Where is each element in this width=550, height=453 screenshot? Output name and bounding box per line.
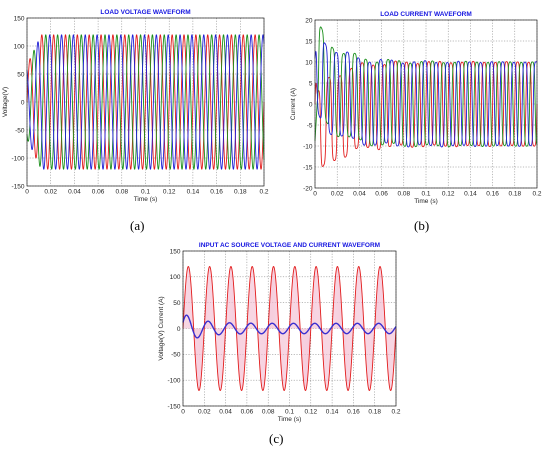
series-line-3 bbox=[314, 42, 538, 148]
series-line-2 bbox=[182, 314, 397, 339]
x-axis-label: Time (s) bbox=[134, 196, 158, 203]
x-tick-label: 0.12 bbox=[442, 191, 455, 198]
chart-load-voltage: 0 0.02 0.04 0.06 0.08 0.1 0.12 0.14 0.16 0.18 0.2 -… bbox=[2, 9, 269, 203]
x-tick-label: 0.1 bbox=[421, 191, 430, 198]
caption-a: (a) bbox=[130, 218, 145, 233]
chart-title: LOAD CURRENT WAVEFORM bbox=[380, 11, 472, 18]
x-tick-label: 0.06 bbox=[92, 189, 105, 196]
y-tick-label: 50 bbox=[17, 71, 25, 78]
x-tick-label: 0.06 bbox=[241, 409, 254, 416]
x-tick-label: 0.16 bbox=[486, 191, 499, 198]
y-axis-label: Voltage(V) bbox=[2, 87, 9, 117]
x-tick-label: 0.02 bbox=[44, 189, 57, 196]
y-tick-label: 0 bbox=[177, 326, 181, 333]
x-tick-label: 0.08 bbox=[115, 189, 128, 196]
chart-title: LOAD VOLTAGE WAVEFORM bbox=[100, 9, 190, 16]
x-tick-label: 0.18 bbox=[234, 189, 247, 196]
x-tick-label: 0.2 bbox=[532, 191, 541, 198]
series-line-2 bbox=[314, 26, 538, 148]
x-tick-label: 0.12 bbox=[304, 409, 317, 416]
panel-b: 0 0.02 0.04 0.06 0.08 0.1 0.12 0.14 0.16 0.18 0.2 -… bbox=[280, 0, 550, 215]
x-tick-label: 0 bbox=[313, 191, 317, 198]
plot-frame bbox=[314, 19, 538, 189]
plot-frame bbox=[182, 250, 397, 407]
y-tick-label: 20 bbox=[305, 17, 313, 24]
x-tick-label: 0.2 bbox=[259, 189, 268, 196]
x-tick-label: 0.16 bbox=[210, 189, 223, 196]
x-tick-label: 0.16 bbox=[347, 409, 360, 416]
y-tick-label: -20 bbox=[303, 185, 313, 192]
y-axis-label: Current (A) bbox=[290, 88, 297, 120]
y-tick-label: 0 bbox=[309, 101, 313, 108]
plot-frame bbox=[26, 17, 265, 187]
x-tick-label: 0.1 bbox=[141, 189, 150, 196]
series-line-1 bbox=[26, 34, 265, 170]
series-line-1 bbox=[182, 266, 397, 391]
series-line-1 bbox=[314, 60, 538, 167]
series-line-2 bbox=[26, 34, 265, 170]
chart-input-source: 0 0.02 0.04 0.06 0.08 0.1 0.12 0.14 0.16 0.18 0.2 -… bbox=[158, 242, 401, 423]
x-tick-label: 0.02 bbox=[331, 191, 344, 198]
y-tick-label: -150 bbox=[11, 183, 24, 190]
y-tick-label: 150 bbox=[170, 248, 181, 255]
x-tick-label: 0.06 bbox=[375, 191, 388, 198]
x-tick-label: 0.08 bbox=[397, 191, 410, 198]
y-tick-label: -100 bbox=[167, 377, 180, 384]
x-tick-label: 0 bbox=[25, 189, 29, 196]
x-tick-label: 0.18 bbox=[508, 191, 521, 198]
x-tick-label: 0.08 bbox=[262, 409, 275, 416]
chart-title: INPUT AC SOURCE VOLTAGE AND CURRENT WAVE… bbox=[199, 242, 380, 249]
y-tick-label: -50 bbox=[171, 352, 181, 359]
x-tick-label: 0.12 bbox=[163, 189, 176, 196]
x-tick-label: 0.14 bbox=[464, 191, 477, 198]
panel-a: 0 0.02 0.04 0.06 0.08 0.1 0.12 0.14 0.16 0.18 0.2 -… bbox=[0, 0, 275, 215]
x-tick-label: 0.04 bbox=[68, 189, 81, 196]
y-tick-label: -5 bbox=[307, 122, 313, 129]
x-tick-label: 0.2 bbox=[391, 409, 400, 416]
x-tick-label: 0 bbox=[181, 409, 185, 416]
y-tick-label: 100 bbox=[170, 274, 181, 281]
y-tick-label: 10 bbox=[305, 59, 313, 66]
y-tick-label: 5 bbox=[309, 80, 313, 87]
panel-c: 0 0.02 0.04 0.06 0.08 0.1 0.12 0.14 0.16 0.18 0.2 -… bbox=[150, 236, 410, 426]
x-axis-label: Time (s) bbox=[414, 198, 438, 205]
y-tick-label: 150 bbox=[14, 15, 25, 22]
x-tick-label: 0.14 bbox=[326, 409, 339, 416]
y-tick-label: -150 bbox=[167, 403, 180, 410]
x-tick-label: 0.1 bbox=[285, 409, 294, 416]
y-tick-label: -10 bbox=[303, 143, 313, 150]
y-tick-label: 100 bbox=[14, 43, 25, 50]
y-tick-label: 15 bbox=[305, 38, 313, 45]
y-axis-label: Voltage(V) Current (A) bbox=[158, 296, 165, 360]
x-tick-label: 0.04 bbox=[353, 191, 366, 198]
y-tick-label: -100 bbox=[11, 155, 24, 162]
x-tick-label: 0.04 bbox=[219, 409, 232, 416]
caption-c: (c) bbox=[269, 431, 284, 446]
x-tick-label: 0.18 bbox=[368, 409, 381, 416]
y-tick-label: -15 bbox=[303, 164, 313, 171]
caption-b: (b) bbox=[414, 218, 430, 233]
x-tick-label: 0.02 bbox=[198, 409, 211, 416]
series-line-3 bbox=[26, 34, 265, 170]
x-axis-label: Time (s) bbox=[278, 416, 302, 423]
x-tick-label: 0.14 bbox=[187, 189, 200, 196]
chart-load-current: 0 0.02 0.04 0.06 0.08 0.1 0.12 0.14 0.16 0.18 0.2 -… bbox=[290, 11, 542, 205]
y-tick-label: 50 bbox=[173, 300, 181, 307]
y-tick-label: -50 bbox=[15, 127, 25, 134]
y-tick-label: 0 bbox=[21, 99, 25, 106]
